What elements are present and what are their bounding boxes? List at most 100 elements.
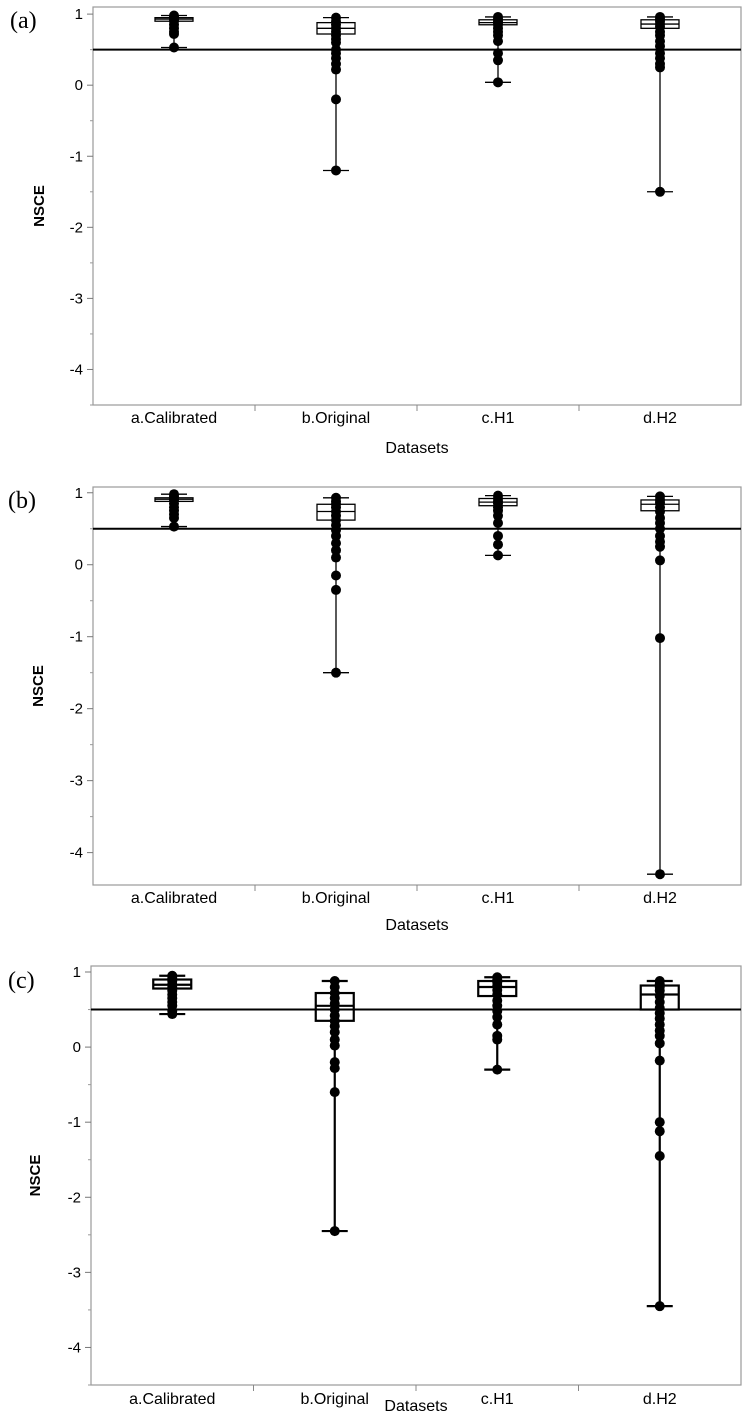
data-point: [493, 48, 503, 59]
data-point: [493, 530, 503, 541]
data-point: [654, 1055, 665, 1066]
data-point: [655, 541, 665, 552]
y-tick-label: 1: [75, 485, 83, 502]
data-point: [331, 37, 341, 48]
data-point: [493, 550, 503, 561]
x-category-label: b.Original: [301, 1391, 369, 1408]
data-point: [654, 1301, 665, 1312]
y-tick-label: -1: [70, 629, 83, 646]
y-tick-label: -1: [70, 148, 83, 165]
y-tick-label: -2: [68, 1189, 81, 1206]
y-tick-label: 0: [75, 557, 83, 574]
data-point: [169, 521, 179, 532]
panel-label: (a): [10, 8, 37, 34]
y-axis-title: NSCE: [27, 1155, 44, 1197]
data-point: [167, 1009, 178, 1020]
x-category-label: a.Calibrated: [129, 1391, 215, 1408]
y-tick-label: -3: [68, 1264, 81, 1281]
x-category-label: a.Calibrated: [131, 890, 217, 907]
box-c.H1: [477, 972, 518, 1075]
plot-frame: [92, 6, 742, 406]
data-point: [654, 1030, 665, 1041]
plot-frame: [92, 486, 742, 886]
data-point: [493, 539, 503, 550]
x-category-label: c.H1: [482, 410, 515, 427]
data-point: [169, 42, 179, 53]
y-tick-label: 0: [73, 1039, 81, 1056]
boxplot-panel-c: 1 0 -1 -2 -3 -4 a.Calibrated b.Original c.H1 d.H2…: [8, 964, 742, 1415]
y-tick-label: -4: [68, 1339, 81, 1356]
data-point: [169, 29, 179, 40]
y-axis-title: NSCE: [31, 185, 48, 227]
data-point: [331, 570, 341, 581]
box-b.Original: [316, 492, 356, 678]
data-point: [331, 552, 341, 563]
y-tick-label: 0: [75, 77, 83, 94]
x-axis-title: Datasets: [384, 1398, 447, 1415]
data-point: [331, 64, 341, 75]
data-point: [331, 165, 341, 176]
data-point: [492, 1019, 503, 1030]
data-point: [492, 1064, 503, 1075]
data-point: [329, 1040, 340, 1051]
x-axis-title: Datasets: [385, 917, 448, 934]
data-point: [331, 667, 341, 678]
box-d.H2: [640, 491, 680, 880]
data-point: [329, 1027, 340, 1038]
y-tick-label: 1: [75, 6, 83, 23]
plot-frame: [90, 965, 742, 1386]
box-a.Calibrated: [154, 489, 194, 532]
y-tick-label: -1: [68, 1114, 81, 1131]
data-point: [655, 869, 665, 880]
x-category-label: d.H2: [643, 410, 677, 427]
data-point: [331, 94, 341, 105]
x-category-label: b.Original: [302, 890, 370, 907]
x-category-label: d.H2: [643, 1391, 677, 1408]
data-point: [655, 633, 665, 644]
data-point: [655, 62, 665, 73]
boxplot-panel-b: 1 0 -1 -2 -3 -4 a.Calibrated b.Original c.H1 d.H2…: [8, 485, 742, 934]
data-point: [493, 55, 503, 66]
y-axis-title: NSCE: [30, 665, 47, 707]
y-tick-label: -2: [70, 219, 83, 236]
data-point: [492, 1012, 503, 1023]
data-point: [493, 510, 503, 521]
data-point: [493, 517, 503, 528]
x-category-label: a.Calibrated: [131, 410, 217, 427]
data-point: [329, 1087, 340, 1098]
panel-label: (b): [8, 488, 36, 514]
data-point: [493, 77, 503, 88]
y-tick-label: 1: [73, 964, 81, 981]
data-point: [492, 1034, 503, 1045]
data-point: [331, 584, 341, 595]
box-d.H2: [639, 976, 680, 1312]
data-point: [493, 36, 503, 47]
data-point: [654, 1150, 665, 1161]
x-category-label: c.H1: [482, 890, 515, 907]
y-tick-label: -2: [70, 701, 83, 718]
y-tick-label: -4: [70, 845, 83, 862]
data-point: [655, 555, 665, 566]
data-point: [331, 538, 341, 549]
panel-label: (c): [8, 968, 35, 994]
data-point: [654, 1038, 665, 1049]
data-point: [329, 1063, 340, 1074]
y-tick-label: -3: [70, 290, 83, 307]
box-b.Original: [316, 12, 356, 176]
data-point: [331, 530, 341, 541]
x-category-label: c.H1: [481, 1391, 514, 1408]
data-point: [654, 1117, 665, 1128]
box-a.Calibrated: [152, 970, 193, 1020]
x-category-label: b.Original: [302, 410, 370, 427]
data-point: [169, 512, 179, 523]
x-category-label: d.H2: [643, 890, 677, 907]
data-point: [654, 1126, 665, 1137]
box-b.Original: [314, 976, 355, 1237]
data-point: [329, 1226, 340, 1237]
data-point: [655, 186, 665, 197]
boxplot-panel-a: 1 0 -1 -2 -3 -4 a.Calibrated b.Original c.H1 d.H2…: [10, 6, 742, 457]
box-c.H1: [478, 490, 518, 561]
data-point: [655, 41, 665, 52]
box-d.H2: [640, 11, 680, 197]
